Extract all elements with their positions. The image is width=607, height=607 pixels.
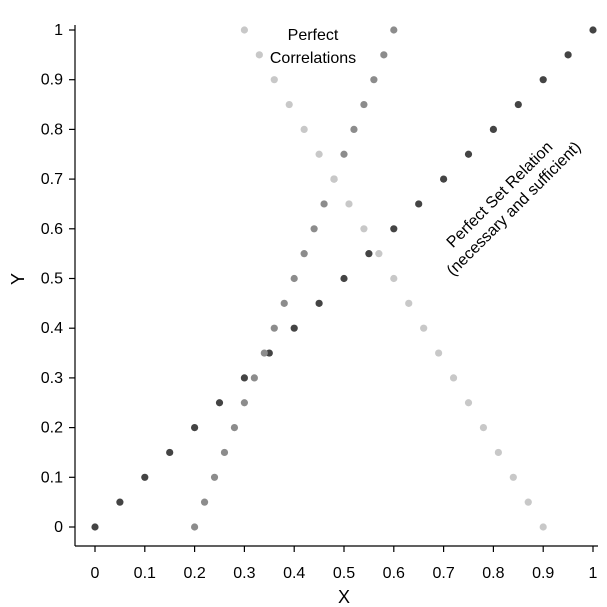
data-point [265, 349, 273, 357]
x-tick-label: 0.7 [432, 565, 454, 582]
data-point [330, 175, 338, 183]
data-point [260, 349, 268, 357]
data-point [589, 26, 597, 34]
data-point [116, 498, 124, 506]
data-point [449, 374, 458, 382]
data-point [539, 76, 547, 84]
data-point [350, 125, 358, 133]
data-point [240, 374, 248, 382]
data-point [240, 26, 248, 34]
data-point [509, 473, 517, 481]
data-point [191, 523, 199, 531]
x-tick-label: 0.5 [333, 565, 355, 582]
data-point [191, 424, 199, 432]
x-tick-label: 0.6 [383, 565, 405, 582]
data-point [250, 374, 258, 382]
y-tick-label: 0.8 [41, 121, 63, 138]
y-tick-label: 0.7 [41, 171, 63, 188]
data-point [390, 26, 398, 34]
data-point [375, 250, 383, 258]
x-tick-label: 0.4 [283, 565, 305, 582]
data-point [345, 200, 353, 208]
data-point [365, 250, 373, 258]
x-tick-label: 0 [91, 565, 100, 582]
data-point [255, 51, 263, 59]
data-point [285, 100, 293, 109]
data-point [539, 523, 547, 531]
annotation-perfect-correlations-line1: Perfect [288, 27, 339, 44]
data-point [489, 125, 497, 133]
data-point [141, 473, 149, 481]
data-point [524, 498, 532, 506]
series-3 [240, 26, 547, 531]
y-tick-label: 1 [54, 22, 63, 39]
data-point [564, 51, 572, 59]
data-point [360, 100, 368, 109]
data-point [91, 523, 99, 531]
data-points [91, 26, 597, 531]
data-point [230, 424, 239, 432]
data-point [370, 76, 378, 84]
data-point [300, 250, 308, 258]
data-point [390, 225, 398, 233]
data-point [360, 225, 368, 233]
y-axis-title: Y [8, 273, 28, 285]
data-point [240, 399, 248, 407]
x-tick-label: 0.2 [183, 565, 205, 582]
data-point [210, 473, 219, 481]
data-point [420, 324, 428, 332]
y-tick-label: 0.2 [41, 420, 63, 437]
y-tick-label: 0.9 [41, 72, 63, 89]
x-axis-ticks: 0 0.1 0.2 0.3 0.4 0.5 0.6 0.7 0.8 0.9 1 [91, 546, 598, 582]
y-tick-label: 0 [54, 519, 63, 536]
data-point [270, 76, 278, 84]
data-point [270, 324, 278, 332]
x-tick-label: 1 [589, 565, 598, 582]
y-tick-label: 0.6 [41, 221, 63, 238]
data-point [390, 274, 398, 283]
x-tick-label: 0.9 [532, 565, 554, 582]
axes: 0 0.1 0.2 0.3 0.4 0.5 0.6 0.7 0.8 0.9 1 0 0.1 0.2 0.3… [41, 22, 598, 582]
data-point [494, 448, 502, 457]
x-tick-label: 0.8 [482, 565, 504, 582]
data-point [280, 299, 288, 307]
data-point [464, 150, 473, 158]
data-point [310, 225, 318, 233]
series-1 [91, 26, 597, 531]
data-point [514, 100, 522, 109]
data-point [220, 448, 229, 457]
x-axis-title: X [338, 587, 350, 607]
data-point [200, 498, 209, 506]
data-point [479, 424, 488, 432]
data-point [320, 200, 328, 208]
x-tick-label: 0.3 [233, 565, 255, 582]
x-tick-label: 0.1 [134, 565, 156, 582]
data-point [290, 274, 298, 283]
data-point [464, 399, 473, 407]
data-point [315, 150, 323, 158]
data-point [166, 448, 174, 457]
data-point [290, 324, 298, 332]
data-point [405, 299, 413, 307]
data-point [340, 274, 348, 283]
data-point [415, 200, 423, 208]
data-point [440, 175, 448, 183]
series-2 [191, 26, 398, 531]
annotation-perfect-correlations-line2: Correlations [270, 50, 356, 67]
data-point [380, 51, 388, 59]
y-tick-label: 0.3 [41, 370, 63, 387]
y-tick-label: 0.1 [41, 469, 63, 486]
y-tick-label: 0.4 [41, 320, 63, 337]
data-point [215, 399, 224, 407]
data-point [435, 349, 443, 357]
data-point [340, 150, 348, 158]
data-point [315, 299, 323, 307]
annotation-set-relation-line2: (necessary and sufficient) [444, 139, 585, 280]
annotation-set-relation: Perfect Set Relation (necessary and suff… [444, 139, 585, 280]
data-point [300, 125, 308, 133]
y-axis-ticks: 0 0.1 0.2 0.3 0.4 0.5 0.6 0.7 0.8 0.9 1 [41, 22, 75, 536]
y-tick-label: 0.5 [41, 271, 63, 288]
